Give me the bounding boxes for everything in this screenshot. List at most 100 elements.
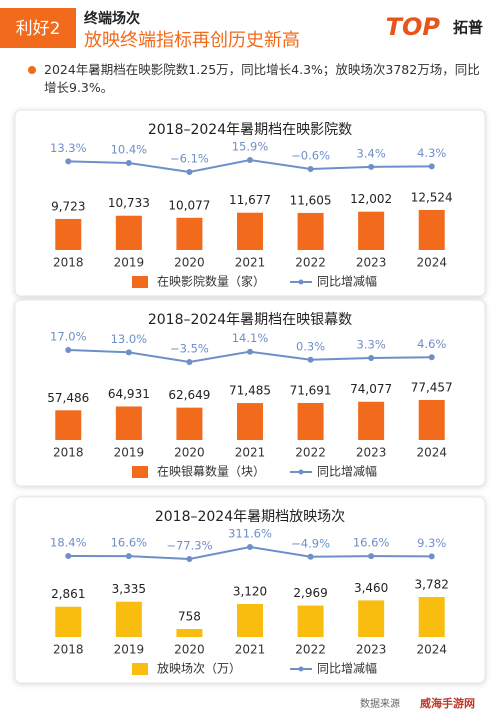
legend-label: 放映场次（万） (157, 661, 241, 676)
growth-label: −77.3% (166, 539, 212, 553)
bar-label: 11,677 (229, 193, 271, 207)
bar (358, 211, 385, 250)
badge-bg (0, 8, 76, 48)
growth-label: −0.6% (291, 149, 330, 163)
growth-label: −3.5% (170, 342, 209, 356)
x-tick-label: 2018 (53, 446, 84, 460)
bar (237, 212, 263, 250)
growth-point (65, 553, 72, 560)
bar (297, 212, 324, 250)
x-tick-label: 2021 (235, 256, 266, 270)
header-title: 终端场次 (84, 10, 140, 27)
bar (237, 403, 263, 440)
x-tick-label: 2022 (295, 643, 326, 657)
x-tick-label: 2021 (235, 446, 266, 460)
bar-label: 62,649 (168, 388, 210, 402)
growth-point (307, 356, 314, 363)
header-subtitle: 放映终端指标再创历史新高 (84, 30, 300, 51)
chart-title: 2018–2024年暑期档在映银幕数 (148, 312, 352, 328)
legend-label: 同比增减幅 (317, 274, 377, 289)
growth-point (247, 157, 253, 163)
growth-label: 13.0% (111, 332, 148, 346)
chart-title: 2018–2024年暑期档放映场次 (155, 509, 345, 525)
legend-label: 同比增减幅 (317, 661, 377, 676)
bar-label: 74,077 (350, 382, 392, 396)
x-tick-label: 2019 (114, 446, 145, 460)
watermark: 威海手游网 (420, 696, 475, 710)
bar-label: 77,457 (411, 381, 453, 395)
growth-point (307, 166, 314, 172)
x-tick-label: 2018 (53, 643, 84, 657)
bar (418, 597, 445, 637)
growth-label: −6.1% (170, 152, 209, 166)
growth-point (368, 355, 375, 362)
growth-point (186, 359, 193, 365)
logo-cn: 拓普 (453, 19, 483, 37)
x-tick-label: 2023 (356, 256, 387, 270)
bar-label: 9,723 (51, 199, 85, 213)
x-tick-label: 2023 (356, 446, 387, 460)
bar-label: 10,733 (108, 196, 150, 210)
bar (297, 402, 324, 440)
growth-label: 311.6% (228, 527, 272, 541)
growth-label: −4.9% (291, 536, 330, 550)
bar-label: 71,691 (290, 383, 332, 397)
x-tick-label: 2020 (174, 256, 205, 270)
legend-dot (298, 666, 304, 672)
bar (115, 215, 142, 250)
bar-label: 71,485 (229, 384, 271, 398)
x-tick-label: 2022 (295, 256, 326, 270)
growth-point (186, 169, 193, 175)
growth-point (125, 553, 132, 560)
bar (55, 606, 82, 637)
growth-point (65, 158, 72, 165)
x-tick-label: 2023 (356, 643, 387, 657)
legend-label: 在映影院数量（家） (157, 274, 265, 289)
legend-dot (298, 279, 304, 285)
growth-point (368, 553, 375, 560)
x-tick-label: 2024 (416, 446, 447, 460)
bullet (28, 66, 36, 74)
x-tick-label: 2024 (416, 256, 447, 270)
legend-swatch (132, 663, 148, 675)
growth-label: 18.4% (50, 536, 87, 550)
growth-point (368, 163, 375, 170)
growth-label: 3.3% (357, 338, 386, 352)
summary: 2024年暑期档在映影院数1.25万，同比增长4.3%；放映场次3782万场，同… (44, 62, 480, 95)
bar-label: 3,782 (415, 578, 449, 592)
bar (418, 400, 445, 440)
growth-point (186, 556, 193, 562)
bar (176, 217, 203, 250)
bar (115, 601, 142, 637)
legend-swatch (132, 466, 148, 478)
x-tick-label: 2019 (114, 256, 145, 270)
growth-label: 13.3% (50, 141, 87, 155)
growth-label: 4.6% (417, 337, 446, 351)
growth-label: 0.3% (296, 339, 325, 353)
growth-label: 16.6% (353, 536, 390, 550)
logo: TOP (386, 13, 441, 41)
bar (176, 407, 203, 440)
growth-point (428, 553, 435, 560)
bar (297, 605, 324, 637)
chart-title: 2018–2024年暑期档在映影院数 (148, 122, 352, 138)
growth-label: 9.3% (417, 536, 446, 550)
growth-label: 15.9% (232, 140, 269, 154)
legend-swatch (132, 276, 148, 288)
bar (176, 628, 203, 637)
x-tick-label: 2018 (53, 256, 84, 270)
bar-label: 57,486 (47, 391, 89, 405)
bar (237, 604, 263, 637)
bar-label: 12,524 (411, 191, 453, 205)
bar (55, 218, 82, 250)
legend-label: 在映银幕数量（块） (157, 464, 265, 479)
growth-point (247, 544, 253, 550)
bar (418, 210, 445, 250)
growth-label: 3.4% (357, 146, 386, 160)
bar-label: 758 (178, 609, 201, 623)
legend-label: 同比增减幅 (317, 464, 377, 479)
bar-label: 10,077 (168, 198, 210, 212)
bar (115, 406, 142, 440)
bar-label: 2,861 (51, 587, 85, 601)
